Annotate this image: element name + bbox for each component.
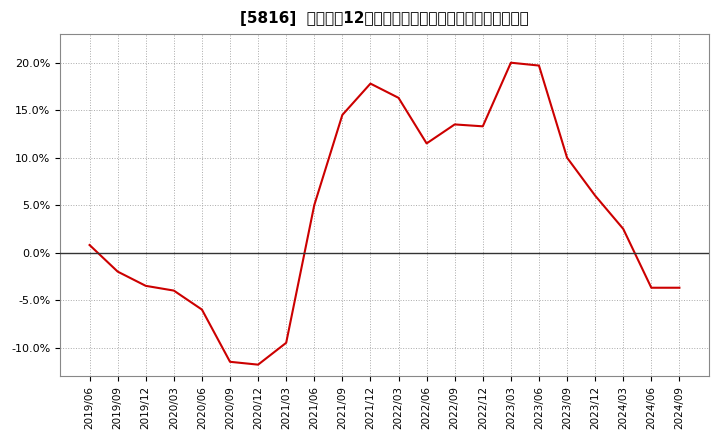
Title: [5816]  売上高の12か月移動合計の対前年同期増減率の推移: [5816] 売上高の12か月移動合計の対前年同期増減率の推移 bbox=[240, 11, 529, 26]
